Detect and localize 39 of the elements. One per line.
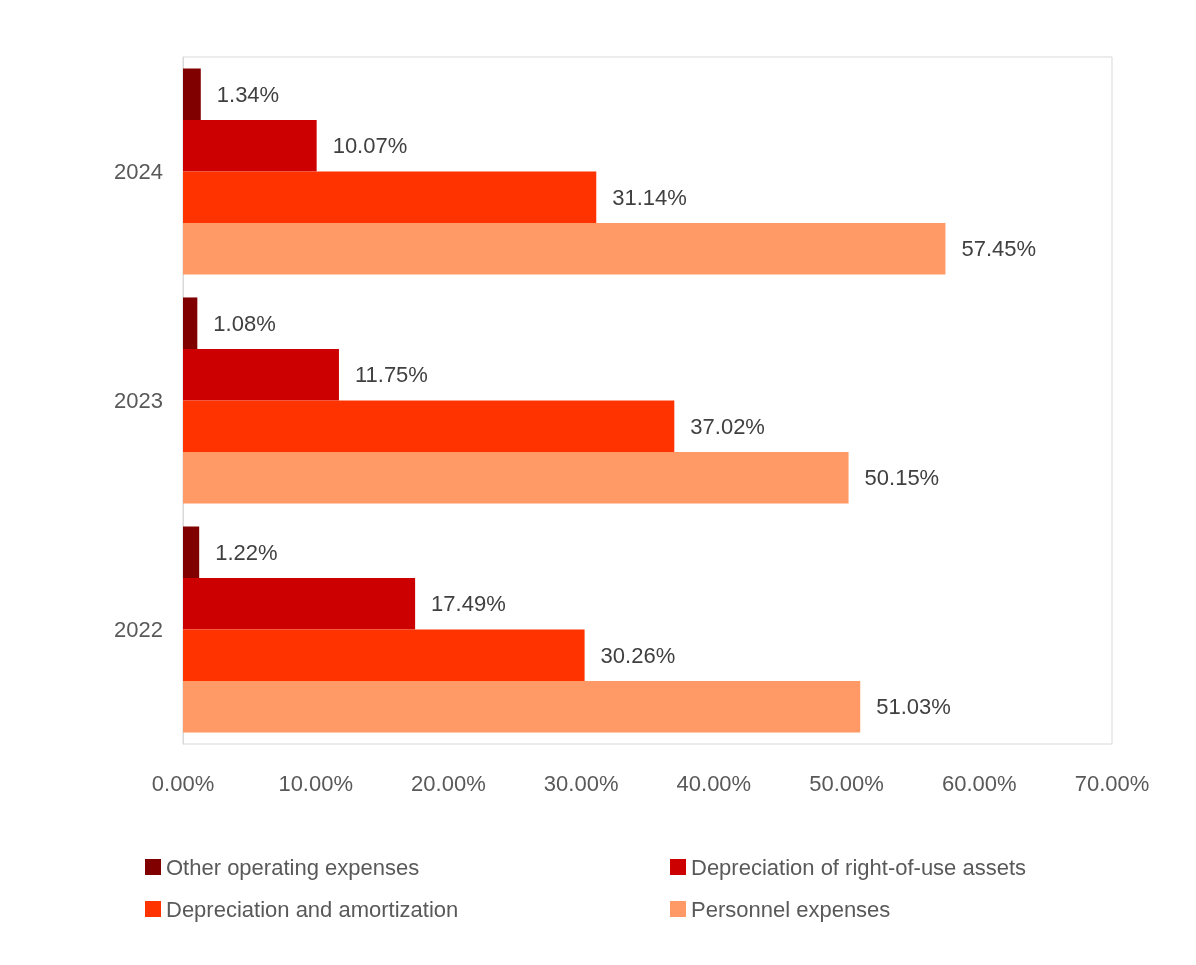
x-tick-label: 50.00% <box>809 770 884 796</box>
y-tick-label: 2022 <box>114 617 163 642</box>
data-label: 57.45% <box>961 236 1037 262</box>
data-label: 51.03% <box>876 694 951 720</box>
x-tick-label: 70.00% <box>1074 770 1150 796</box>
data-label: 30.26% <box>600 642 676 668</box>
bar <box>183 400 675 453</box>
data-label: 50.15% <box>864 465 940 491</box>
x-tick-label: 60.00% <box>941 770 1017 796</box>
y-tick-label: 2024 <box>114 159 163 184</box>
data-label: 11.75% <box>354 362 428 388</box>
data-label: 1.34% <box>216 81 280 107</box>
data-label: 31.14% <box>612 184 687 210</box>
bar <box>183 452 849 504</box>
bar <box>183 526 200 578</box>
bar <box>183 68 201 120</box>
bar <box>183 629 585 682</box>
data-label: 1.08% <box>213 310 276 336</box>
bar <box>183 348 339 401</box>
y-tick-label: 2023 <box>114 388 163 413</box>
bar <box>183 119 317 172</box>
bar <box>183 171 597 224</box>
x-tick-label: 10.00% <box>278 770 354 796</box>
x-tick-label: 30.00% <box>543 770 619 796</box>
data-label: 37.02% <box>690 413 765 439</box>
legend-label: Personnel expenses <box>691 896 891 922</box>
bar <box>183 681 861 733</box>
legend-label: Other operating expenses <box>166 854 420 880</box>
data-label: 10.07% <box>332 133 408 159</box>
data-label: 1.22% <box>215 539 278 565</box>
data-label: 17.49% <box>431 591 506 617</box>
x-tick-label: 40.00% <box>676 770 752 796</box>
bar <box>183 577 416 630</box>
legend-label: Depreciation and amortization <box>166 896 459 922</box>
bar <box>183 297 198 349</box>
x-tick-label: 20.00% <box>411 770 486 796</box>
legend-label: Depreciation of right-of-use assets <box>691 854 1027 880</box>
bar <box>183 223 946 275</box>
x-tick-label: 0.00% <box>151 770 215 796</box>
